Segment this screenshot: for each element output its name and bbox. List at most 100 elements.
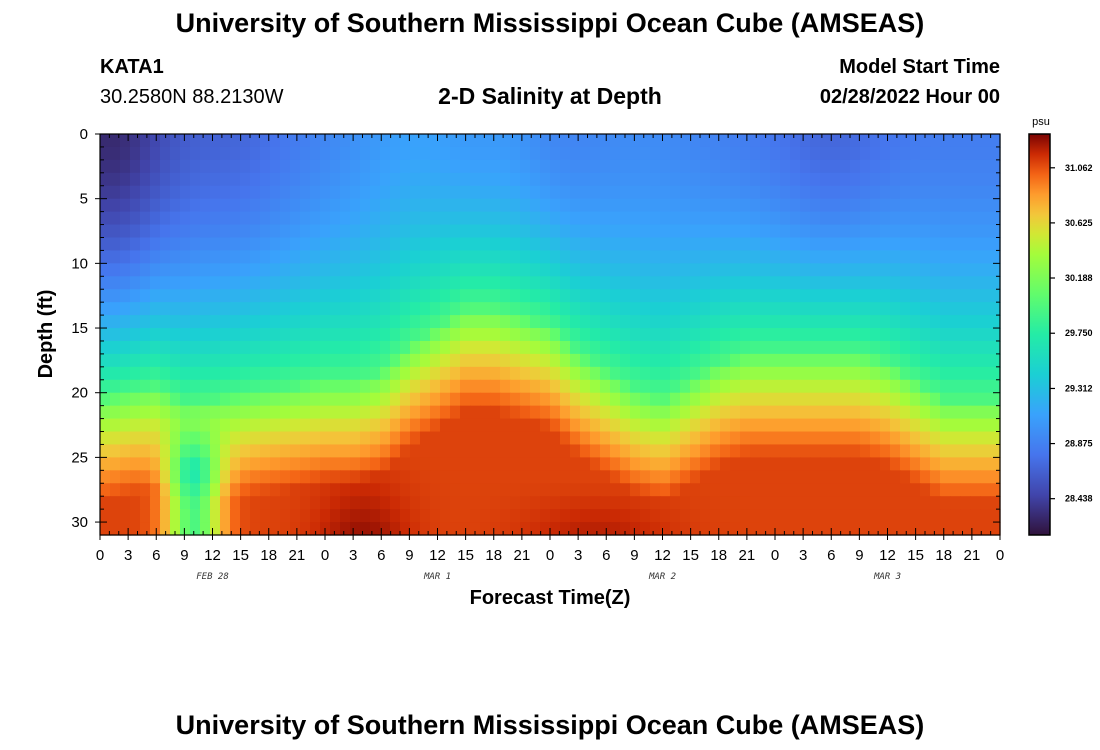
heatmap-cell: [980, 509, 991, 523]
heatmap-cell: [180, 315, 191, 329]
heatmap-cell: [170, 483, 181, 497]
heatmap-cell: [390, 172, 401, 187]
heatmap-cell: [330, 470, 341, 484]
heatmap-cell: [460, 444, 471, 458]
heatmap-cell: [570, 353, 581, 368]
heatmap-cell: [540, 250, 551, 264]
heatmap-cell: [950, 172, 961, 187]
heatmap-cell: [140, 328, 151, 342]
heatmap-cell: [150, 315, 161, 329]
heatmap-cell: [530, 237, 541, 252]
heatmap-cell: [530, 302, 541, 316]
heatmap-cell: [950, 315, 961, 329]
heatmap-cell: [230, 457, 241, 471]
heatmap-cell: [790, 366, 801, 381]
heatmap-cell: [380, 444, 391, 458]
heatmap-cell: [110, 263, 121, 277]
heatmap-cell: [430, 444, 441, 458]
heatmap-cell: [890, 379, 901, 394]
heatmap-cell: [690, 457, 701, 471]
heatmap-cell: [280, 302, 291, 316]
heatmap-cell: [260, 483, 271, 497]
heatmap-cell: [740, 457, 751, 471]
heatmap-cell: [290, 353, 301, 368]
heatmap-cell: [570, 379, 581, 394]
heatmap-cell: [510, 159, 521, 174]
heatmap-cell: [600, 185, 611, 200]
heatmap-cell: [320, 392, 331, 407]
heatmap-cell: [150, 276, 161, 290]
heatmap-cell: [210, 509, 221, 523]
heatmap-cell: [130, 444, 141, 458]
heatmap-cell: [300, 405, 311, 420]
heatmap-cell: [620, 237, 631, 252]
heatmap-cell: [110, 211, 121, 226]
heatmap-cell: [860, 134, 871, 148]
heatmap-cell: [290, 457, 301, 471]
heatmap-cell: [940, 302, 951, 316]
heatmap-cell: [570, 250, 581, 264]
heatmap-cell: [950, 276, 961, 290]
heatmap-cell: [740, 328, 751, 342]
heatmap-cell: [480, 496, 491, 510]
heatmap-cell: [640, 159, 651, 174]
heatmap-cell: [280, 392, 291, 407]
heatmap-cell: [170, 509, 181, 523]
heatmap-cell: [390, 146, 401, 161]
heatmap-cell: [480, 289, 491, 303]
heatmap-cell: [540, 134, 551, 148]
heatmap-cell: [210, 457, 221, 471]
heatmap-cell: [440, 134, 451, 148]
heatmap-cell: [670, 379, 681, 394]
heatmap-cell: [600, 172, 611, 187]
heatmap-cell: [210, 302, 221, 316]
heatmap-cell: [370, 250, 381, 264]
y-tick-label: 15: [71, 320, 88, 337]
heatmap-cell: [790, 509, 801, 523]
heatmap-cell: [350, 134, 361, 148]
heatmap-cell: [460, 470, 471, 484]
heatmap-cell: [700, 289, 711, 303]
heatmap-cell: [120, 159, 131, 174]
heatmap-cell: [240, 328, 251, 342]
heatmap-cell: [610, 302, 621, 316]
heatmap-cell: [180, 366, 191, 381]
heatmap-cell: [450, 496, 461, 510]
heatmap-cell: [510, 392, 521, 407]
heatmap-cell: [610, 224, 621, 239]
heatmap-cell: [120, 211, 131, 226]
heatmap-cell: [640, 431, 651, 446]
heatmap-cell: [610, 522, 621, 536]
heatmap-cell: [400, 444, 411, 458]
heatmap-cell: [700, 172, 711, 187]
heatmap-cell: [310, 263, 321, 277]
x-tick-label: 6: [152, 547, 160, 564]
heatmap-cell: [810, 250, 821, 264]
heatmap-cell: [280, 353, 291, 368]
heatmap-cell: [890, 405, 901, 420]
heatmap-cell: [630, 470, 641, 484]
heatmap-cell: [680, 353, 691, 368]
x-tick-label: 6: [827, 547, 835, 564]
heatmap-cell: [920, 159, 931, 174]
heatmap-cell: [170, 172, 181, 187]
heatmap-cell: [720, 444, 731, 458]
heatmap-cell: [560, 353, 571, 368]
heatmap-cell: [870, 185, 881, 200]
heatmap-cell: [190, 509, 201, 523]
heatmap-cell: [660, 405, 671, 420]
heatmap-cell: [610, 353, 621, 368]
heatmap-cell: [590, 146, 601, 161]
heatmap-cell: [820, 470, 831, 484]
heatmap-cell: [380, 263, 391, 277]
heatmap-cell: [900, 366, 911, 381]
heatmap-cell: [250, 250, 261, 264]
heatmap-cell: [860, 185, 871, 200]
heatmap-cell: [330, 159, 341, 174]
chart-title: 2-D Salinity at Depth: [438, 83, 662, 109]
heatmap-cell: [770, 405, 781, 420]
heatmap-cell: [460, 353, 471, 368]
heatmap-cell: [950, 457, 961, 471]
heatmap-cell: [920, 198, 931, 213]
heatmap-cell: [360, 444, 371, 458]
